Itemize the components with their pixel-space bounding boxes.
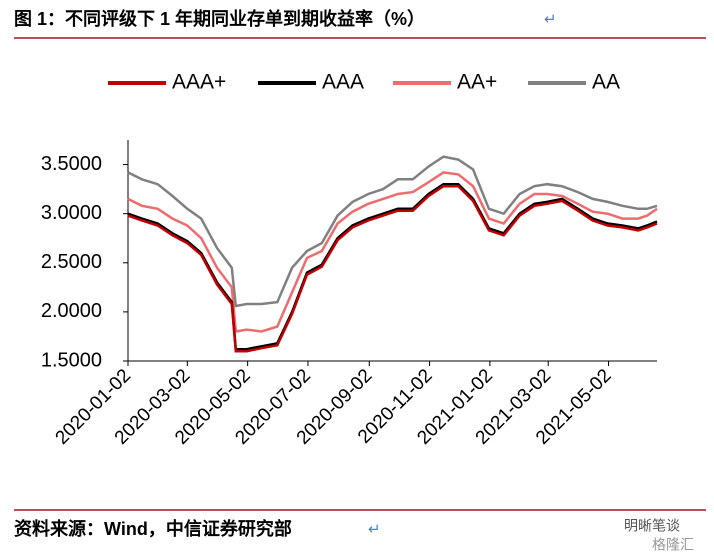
watermark: 明晰笔谈 <box>624 518 680 534</box>
y-tick-label: 2.5000 <box>41 251 102 273</box>
y-tick-label: 3.0000 <box>41 202 102 224</box>
y-tick-label: 2.0000 <box>41 300 102 322</box>
series-line <box>127 155 658 308</box>
paragraph-mark: ↵ <box>544 11 557 28</box>
paragraph-mark: ↵ <box>368 521 381 538</box>
series-line <box>127 184 658 353</box>
legend-label: AA+ <box>457 71 497 94</box>
y-tick-label: 3.5000 <box>41 153 102 175</box>
source: 资料来源：Wind，中信证券研究部 <box>14 518 292 539</box>
watermark: 格隆汇 <box>652 537 694 553</box>
series-line <box>127 171 658 333</box>
title: 图 1：不同评级下 1 年期同业存单到期收益率（%） <box>14 8 425 29</box>
legend-label: AAA+ <box>172 71 226 94</box>
legend-label: AA <box>592 71 620 94</box>
y-tick-label: 1.5000 <box>41 349 102 371</box>
legend-label: AAA <box>322 71 364 94</box>
